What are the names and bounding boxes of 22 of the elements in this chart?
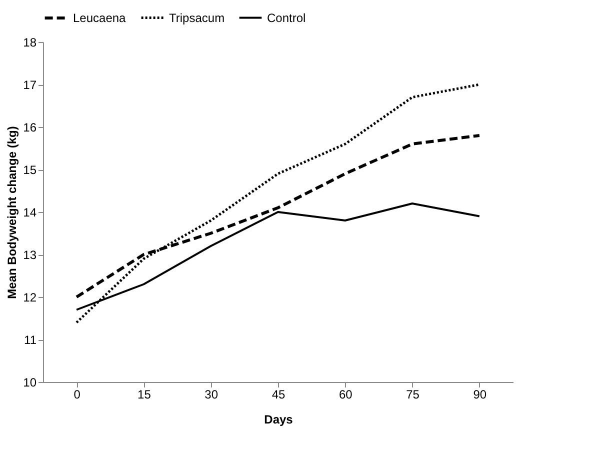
x-tick-label: 90 [473,388,487,402]
x-tick-label: 30 [204,388,218,402]
x-tick-label: 15 [138,388,152,402]
y-tick-label: 17 [23,78,37,92]
y-tick-label: 10 [23,376,37,390]
x-tick-label: 0 [74,388,81,402]
line-series [75,83,481,324]
y-axis-title: Mean Bodyweight change (kg) [5,126,20,299]
x-axis-title: Days [264,412,294,426]
y-tick-label: 16 [23,120,37,134]
y-tick-label: 15 [23,163,37,177]
y-tick-label: 14 [23,206,37,220]
legend-label: Control [267,10,306,25]
x-tick-label: 45 [272,388,286,402]
x-tick-label: 60 [338,388,353,402]
y-tick-label: 13 [23,248,37,262]
y-tick-label: 12 [23,290,37,304]
legend-label: Tripsacum [169,10,225,25]
x-tick-label: 75 [406,388,420,402]
y-tick-label: 18 [23,36,37,50]
legend-label: Leucaena [73,11,126,25]
y-tick-label: 11 [24,333,37,347]
